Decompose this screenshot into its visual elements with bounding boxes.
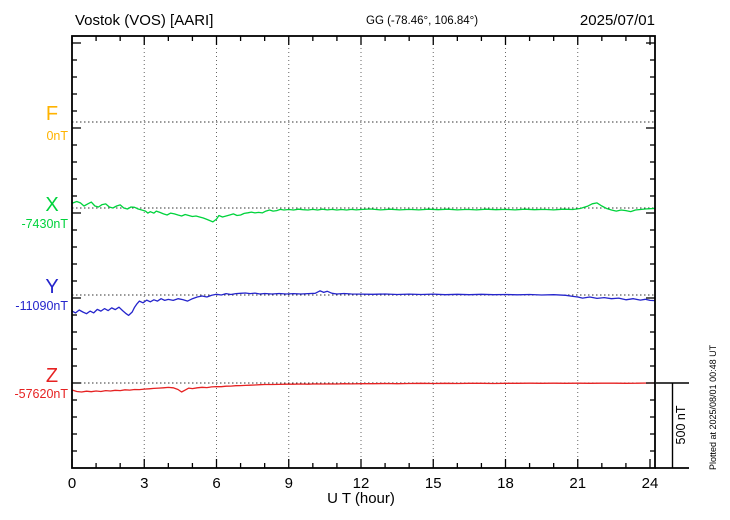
plotted-at-note: Plotted at 2025/08/01 00:48 UT bbox=[708, 344, 718, 470]
xaxis-title: U T (hour) bbox=[327, 490, 395, 507]
station-title: Vostok (VOS) [AARI] bbox=[75, 12, 213, 29]
x-tick-label-6: 6 bbox=[212, 475, 220, 492]
x-tick-label-24: 24 bbox=[642, 475, 659, 492]
x-tick-label-18: 18 bbox=[497, 475, 514, 492]
component-label-f: F bbox=[46, 103, 58, 125]
component-label-x: X bbox=[45, 194, 58, 216]
tick-layer bbox=[71, 36, 655, 468]
scale-bar-label: 500 nT bbox=[674, 405, 688, 444]
scale-bar: 500 nT bbox=[655, 382, 689, 469]
component-label-y: Y bbox=[45, 276, 58, 298]
axis-label-layer: 0 3 6 9 12 15 18 21 24 bbox=[68, 475, 659, 492]
plot-frame bbox=[71, 35, 656, 469]
x-tick-label-21: 21 bbox=[569, 475, 586, 492]
x-tick-label-9: 9 bbox=[285, 475, 293, 492]
component-baseline-z: -57620nT bbox=[14, 387, 68, 401]
x-tick-label-15: 15 bbox=[425, 475, 442, 492]
x-tick-label-12: 12 bbox=[353, 475, 370, 492]
component-label-z: Z bbox=[46, 365, 58, 387]
x-tick-label-0: 0 bbox=[68, 475, 76, 492]
component-baseline-f: 0nT bbox=[46, 129, 68, 143]
gg-coordinates: GG (-78.46°, 106.84°) bbox=[366, 15, 478, 27]
component-baseline-y: -11090nT bbox=[15, 299, 68, 313]
trace-layer bbox=[71, 200, 656, 393]
trace-x bbox=[71, 200, 656, 223]
component-baseline-x: -7430nT bbox=[21, 217, 68, 231]
trace-y bbox=[71, 290, 656, 317]
x-tick-label-3: 3 bbox=[140, 475, 148, 492]
plot-date: 2025/07/01 bbox=[580, 12, 655, 29]
grid-layer bbox=[72, 36, 655, 468]
trace-z bbox=[71, 382, 656, 393]
